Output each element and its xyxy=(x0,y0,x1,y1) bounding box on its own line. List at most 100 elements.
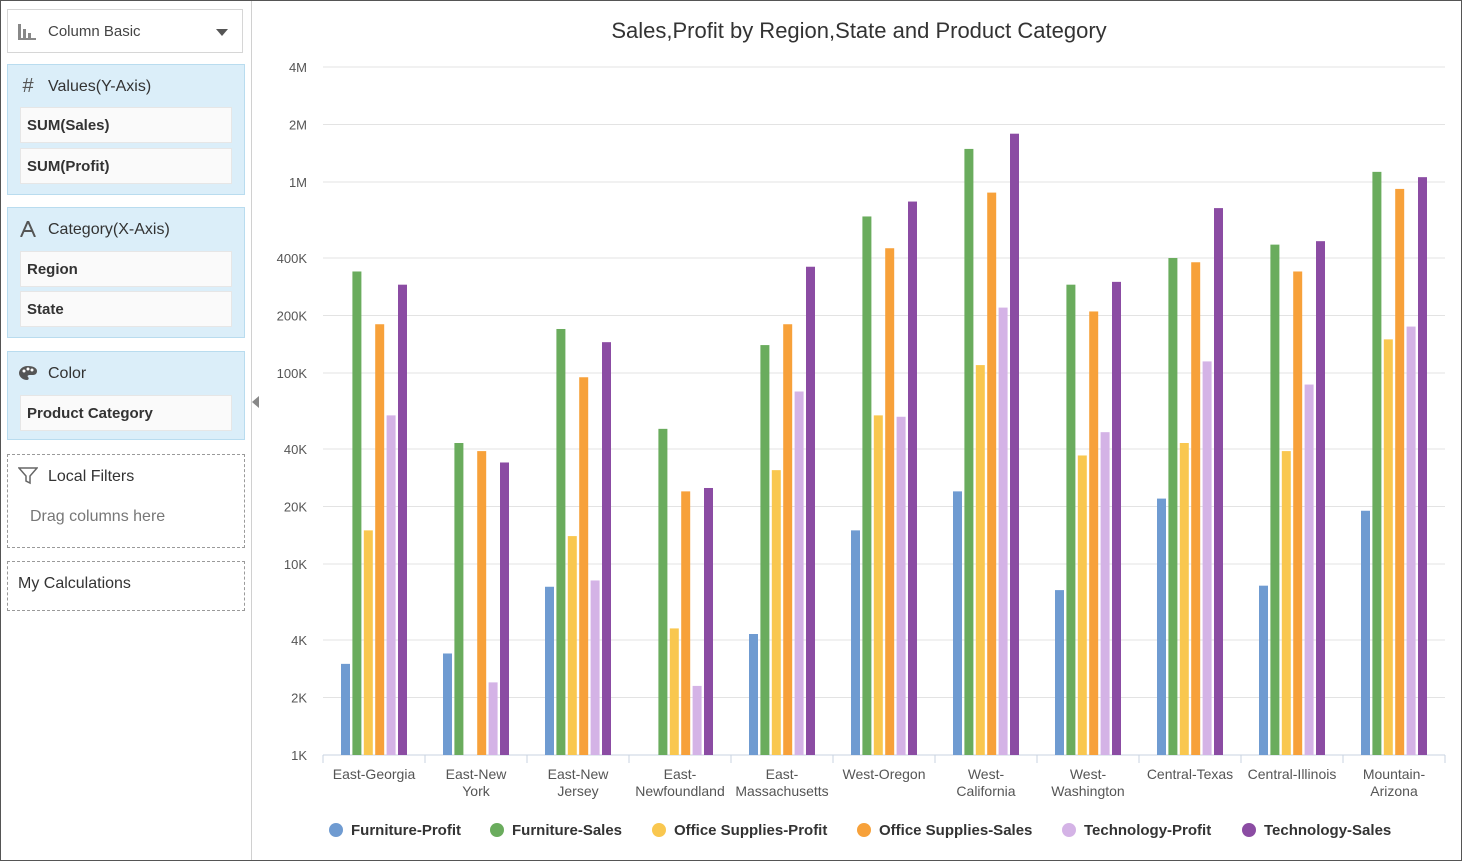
bar-technology-sales xyxy=(1010,133,1019,755)
bar-furniture-sales xyxy=(1372,171,1382,756)
bar-furniture-profit xyxy=(1259,585,1268,755)
x-tick-label: East-New xyxy=(446,766,508,782)
bar-furniture-sales xyxy=(1066,284,1076,755)
legend-item-label: Technology-Profit xyxy=(1084,822,1211,839)
bar-technology-profit xyxy=(896,416,906,755)
bar-technology-sales xyxy=(704,487,713,755)
y-tick-label: 1K xyxy=(291,748,307,763)
chevron-down-icon[interactable] xyxy=(216,29,228,36)
y-tick-label: 40K xyxy=(284,442,307,457)
y-tick-label: 1M xyxy=(289,175,307,190)
color-item-product-category[interactable]: Product Category xyxy=(20,395,232,431)
bar-office-supplies-profit xyxy=(1077,455,1087,755)
values-item-sum-sales[interactable]: SUM(Sales) xyxy=(20,107,232,143)
bar-furniture-sales xyxy=(454,443,464,755)
bar-furniture-profit xyxy=(341,663,350,755)
bar-office-supplies-profit xyxy=(1179,443,1189,755)
bar-furniture-sales xyxy=(556,328,566,755)
bar-technology-profit xyxy=(488,682,498,755)
x-tick-label: Central-Illinois xyxy=(1248,766,1337,782)
bar-office-supplies-sales xyxy=(885,248,895,755)
bar-office-supplies-profit xyxy=(1281,451,1291,755)
bar-furniture-sales xyxy=(1270,244,1280,755)
local-filters-title: Local Filters xyxy=(48,468,135,485)
category-item-region[interactable]: Region xyxy=(20,251,232,287)
y-tick-label: 20K xyxy=(284,500,307,515)
legend-marker xyxy=(1242,823,1256,837)
bar-office-supplies-sales xyxy=(1191,262,1201,755)
y-tick-label: 4K xyxy=(291,633,307,648)
chart-title: Sales,Profit by Region,State and Product… xyxy=(611,18,1106,43)
x-tick-label: East-Georgia xyxy=(333,766,416,782)
hash-icon: # xyxy=(22,75,34,97)
bar-furniture-sales xyxy=(964,148,974,756)
values-section-title: Values(Y-Axis) xyxy=(48,78,152,95)
bar-office-supplies-sales xyxy=(1089,311,1099,755)
x-tick-label: West-Oregon xyxy=(843,766,926,782)
bar-office-supplies-sales xyxy=(477,451,487,755)
x-tick-label: Newfoundland xyxy=(635,783,725,799)
category-section: Category(X-Axis) Region State xyxy=(7,207,245,338)
values-item-sum-profit[interactable]: SUM(Profit) xyxy=(20,148,232,184)
bar-technology-sales xyxy=(908,201,917,755)
letter-a-icon xyxy=(20,221,36,237)
chart-area: Sales,Profit by Region,State and Product… xyxy=(259,1,1459,860)
bar-furniture-sales xyxy=(862,216,872,756)
bar-office-supplies-profit xyxy=(1383,339,1393,755)
bar-technology-profit xyxy=(386,415,396,755)
palette-icon xyxy=(19,366,37,380)
my-calculations-panel[interactable]: My Calculations xyxy=(7,561,245,611)
local-filters-dropzone[interactable]: Local Filters Drag columns here xyxy=(7,454,245,548)
bar-furniture-profit xyxy=(443,653,452,755)
bar-technology-profit xyxy=(1202,361,1212,755)
bar-furniture-sales xyxy=(658,428,668,755)
legend-marker xyxy=(1062,823,1076,837)
bar-chart-icon xyxy=(18,24,36,40)
x-tick-label: Mountain- xyxy=(1363,766,1426,782)
legend-marker xyxy=(857,823,871,837)
bar-technology-sales xyxy=(1418,177,1427,756)
bar-technology-sales xyxy=(398,284,407,755)
x-tick-label: York xyxy=(462,783,491,799)
x-tick-label: West- xyxy=(968,766,1005,782)
x-tick-label: California xyxy=(956,783,1015,799)
chart-type-dropdown[interactable]: Column Basic xyxy=(7,9,243,53)
bar-technology-sales xyxy=(1214,208,1223,756)
bar-technology-sales xyxy=(500,462,509,755)
bar-furniture-sales xyxy=(352,271,362,755)
bar-technology-profit xyxy=(1100,432,1110,755)
y-tick-label: 2K xyxy=(291,691,307,706)
bar-furniture-sales xyxy=(760,345,770,755)
legend-marker xyxy=(490,823,504,837)
bar-technology-profit xyxy=(1406,326,1416,755)
collapse-sidebar-icon[interactable] xyxy=(252,396,259,408)
bar-office-supplies-profit xyxy=(567,536,577,755)
bar-technology-sales xyxy=(1112,281,1121,755)
bar-office-supplies-profit xyxy=(669,628,679,755)
bar-furniture-profit xyxy=(851,530,860,755)
column-chart: Sales,Profit by Region,State and Product… xyxy=(277,18,1446,839)
bar-office-supplies-sales xyxy=(987,192,997,756)
category-item-state[interactable]: State xyxy=(20,291,232,327)
y-tick-label: 200K xyxy=(277,308,308,323)
bar-technology-sales xyxy=(806,266,815,755)
legend-item-label: Technology-Sales xyxy=(1264,822,1391,839)
y-tick-label: 100K xyxy=(277,366,308,381)
bar-office-supplies-profit xyxy=(363,530,373,755)
category-section-title: Category(X-Axis) xyxy=(48,221,170,238)
bar-office-supplies-sales xyxy=(681,491,691,755)
color-section-title: Color xyxy=(48,365,87,382)
x-tick-label: West- xyxy=(1070,766,1107,782)
bar-furniture-profit xyxy=(545,586,554,755)
bar-technology-profit xyxy=(590,580,600,755)
bar-office-supplies-sales xyxy=(1293,271,1303,755)
x-tick-label: Massachusetts xyxy=(735,783,828,799)
bar-office-supplies-sales xyxy=(375,324,385,755)
bar-furniture-profit xyxy=(1055,590,1064,755)
bar-technology-profit xyxy=(998,307,1008,755)
values-section: # Values(Y-Axis) SUM(Sales) SUM(Profit) xyxy=(7,64,245,195)
y-tick-label: 400K xyxy=(277,251,308,266)
y-tick-label: 4M xyxy=(289,60,307,75)
bar-office-supplies-profit xyxy=(873,415,883,755)
bar-furniture-sales xyxy=(1168,258,1178,755)
